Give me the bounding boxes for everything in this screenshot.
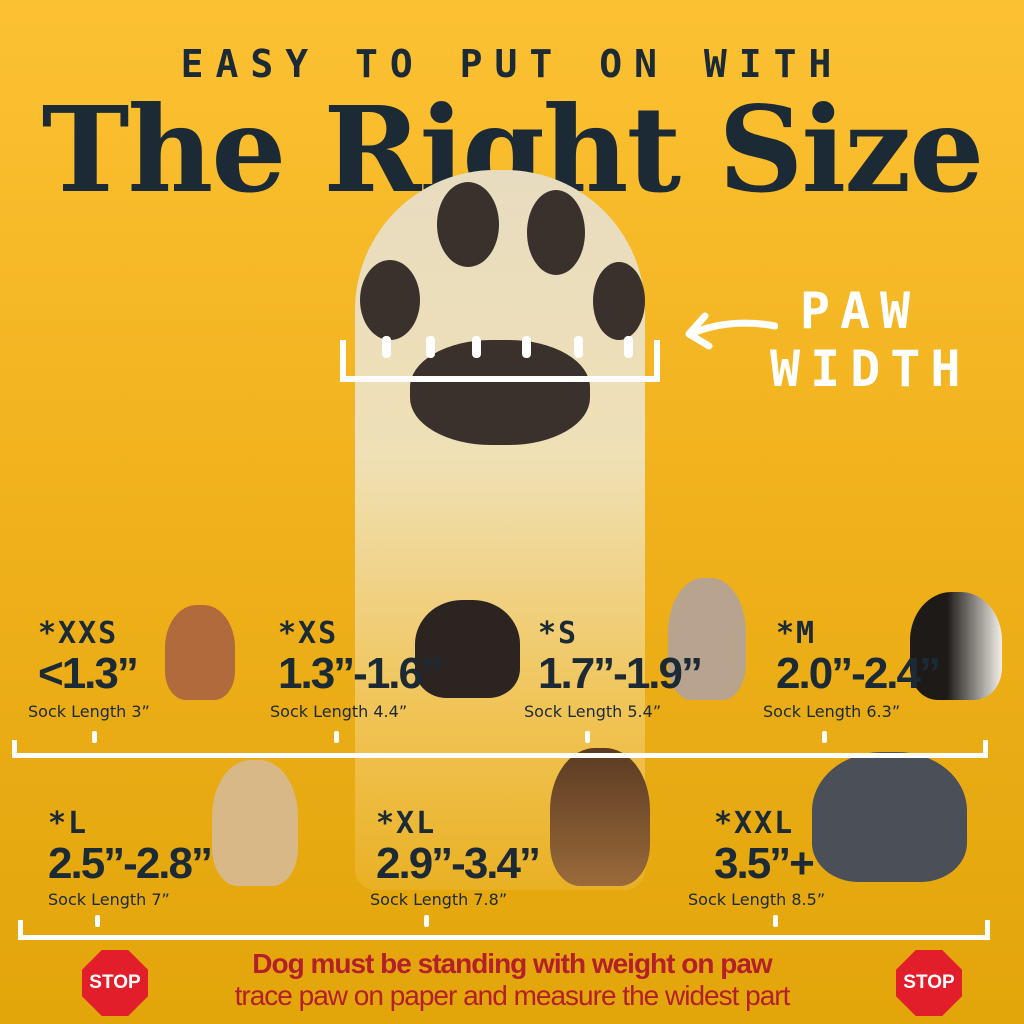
size-code: *S	[538, 616, 579, 651]
warning-text: Dog must be standing with weight on paw	[252, 948, 772, 979]
instruction-text: trace paw on paper and measure the wides…	[234, 980, 791, 1011]
yorkie-image	[415, 600, 520, 698]
french-bulldog-image	[668, 578, 746, 700]
sock-length: Sock Length 8.5”	[688, 890, 826, 909]
size-code: *XXL	[714, 806, 795, 841]
toe-pad	[593, 262, 645, 340]
stop-sign-icon: STOP	[82, 950, 148, 1016]
size-code: *M	[776, 616, 817, 651]
sock-length: Sock Length 6.3”	[763, 702, 901, 721]
sock-length: Sock Length 5.4”	[524, 702, 662, 721]
toe-pad	[360, 260, 420, 340]
golden-retriever-image	[212, 760, 298, 886]
size-code: *XS	[278, 616, 339, 651]
toe-pad	[527, 190, 585, 275]
size-range: 1.7”-1.9”	[538, 649, 703, 698]
german-shepherd-image	[550, 748, 650, 886]
size-xs: *XS 1.3”-1.6”	[278, 616, 443, 698]
size-range: 2.0”-2.4”	[776, 649, 941, 698]
subtitle: EASY TO PUT ON WITH	[180, 42, 844, 86]
paw-width-ruler	[340, 336, 660, 382]
sock-length: Sock Length 4.4”	[270, 702, 408, 721]
sock-length: Sock Length 7.8”	[370, 890, 508, 909]
size-range: 1.3”-1.6”	[278, 649, 443, 698]
size-code: *XXS	[38, 616, 119, 651]
bernese-image	[910, 592, 1002, 700]
sock-length: Sock Length 3”	[28, 702, 150, 721]
stop-sign-icon: STOP	[896, 950, 962, 1016]
size-xl: *XL 2.9”-3.4”	[376, 806, 541, 888]
size-range: <1.3”	[38, 649, 139, 698]
size-xxs: *XXS <1.3”	[38, 616, 139, 698]
main-pad	[410, 340, 590, 445]
size-scale-bar	[18, 920, 990, 940]
size-scale-bar	[12, 740, 988, 758]
size-range: 2.9”-3.4”	[376, 839, 541, 888]
paw-label-line2: WIDTH	[770, 340, 971, 398]
size-range: 2.5”-2.8”	[48, 839, 213, 888]
paw-label-line1: PAW	[799, 282, 921, 340]
sock-length: Sock Length 7”	[48, 890, 170, 909]
paw-width-label: PAW WIDTH	[770, 282, 971, 398]
great-dane-image	[812, 752, 967, 882]
size-s: *S 1.7”-1.9”	[538, 616, 703, 698]
size-m: *M 2.0”-2.4”	[776, 616, 941, 698]
size-code: *L	[48, 806, 89, 841]
size-xxl: *XXL 3.5”+	[714, 806, 815, 888]
size-range: 3.5”+	[714, 839, 815, 888]
size-l: *L 2.5”-2.8”	[48, 806, 213, 888]
chihuahua-image	[165, 605, 235, 700]
size-code: *XL	[376, 806, 437, 841]
arrow-left-icon	[685, 312, 778, 350]
toe-pad	[437, 182, 499, 267]
